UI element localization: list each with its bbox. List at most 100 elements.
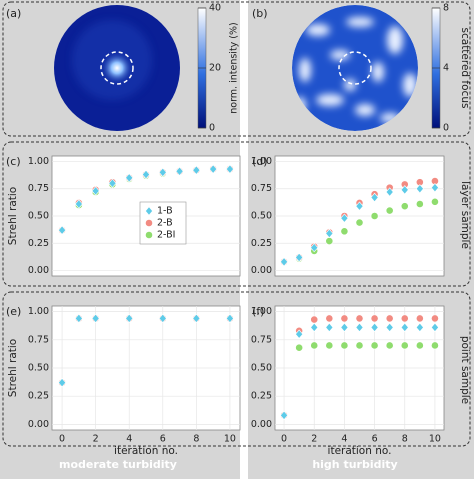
- data-point: [415, 341, 424, 350]
- y-tick-label: 0.50: [28, 363, 49, 374]
- data-point: [295, 252, 304, 263]
- row-frame: [2, 141, 471, 287]
- data-point: [125, 313, 134, 324]
- data-point: [370, 322, 379, 333]
- legend-marker: [145, 206, 153, 216]
- data-point: [340, 213, 349, 223]
- data-point: [325, 237, 334, 245]
- x-tick-label: 6: [160, 434, 166, 445]
- y-tick-label: 0.00: [251, 419, 272, 430]
- colorbar-tick-label: 8: [443, 3, 449, 14]
- x-tick-label: 10: [429, 434, 441, 445]
- data-point: [192, 313, 201, 324]
- y-tick-label: 0.75: [251, 334, 272, 345]
- data-point: [431, 314, 439, 323]
- data-point: [370, 212, 379, 220]
- y-tick-label: 0.50: [251, 363, 272, 374]
- y-tick-label: 1.00: [251, 306, 272, 317]
- data-point: [415, 322, 424, 333]
- data-point: [385, 314, 394, 323]
- y-tick-label: 0.75: [28, 334, 49, 345]
- data-point: [325, 228, 334, 239]
- data-point: [355, 341, 364, 350]
- y-tick-label: 0.00: [28, 419, 49, 430]
- y-tick-label: 0.00: [251, 265, 272, 276]
- panel-label: (c): [6, 155, 21, 168]
- colorbar-tick-label: 20: [209, 63, 221, 74]
- y-tick-label: 0.25: [28, 238, 49, 249]
- y-tick-label: 0.25: [28, 391, 49, 402]
- y-tick-label: 0.50: [251, 211, 272, 222]
- x-tick-label: 8: [402, 434, 408, 445]
- data-point: [400, 322, 409, 333]
- y-axis-label: Strehl ratio: [7, 187, 19, 245]
- colorbar-tick-label: 0: [209, 123, 215, 134]
- x-tick-label: 10: [224, 434, 236, 445]
- data-point: [355, 218, 364, 227]
- y-tick-label: 0.25: [251, 238, 272, 249]
- row-frame: [2, 291, 471, 447]
- y-tick-label: 1.00: [28, 306, 49, 317]
- data-point: [370, 314, 379, 323]
- data-point: [125, 173, 134, 183]
- panel-label: (a): [6, 7, 21, 20]
- data-point: [325, 341, 334, 350]
- y-tick-label: 1.00: [251, 156, 272, 167]
- x-tick-label: 4: [341, 434, 347, 445]
- data-point: [400, 314, 409, 323]
- data-point: [400, 185, 409, 195]
- x-tick-label: 4: [126, 434, 132, 445]
- data-point: [415, 314, 424, 323]
- row-label: point sample: [459, 336, 471, 404]
- data-point: [431, 197, 439, 206]
- data-point: [310, 322, 319, 333]
- legend-marker: [145, 231, 153, 239]
- data-point: [74, 199, 83, 209]
- row-label: layer sample: [459, 181, 471, 249]
- data-point: [280, 410, 289, 421]
- data-point: [430, 322, 439, 333]
- panel-label: (d): [252, 155, 268, 168]
- data-point: [340, 341, 349, 350]
- data-point: [91, 313, 100, 324]
- row-frame: [2, 1, 471, 137]
- data-point: [431, 341, 439, 350]
- data-point: [108, 178, 117, 188]
- data-point: [192, 165, 201, 175]
- data-point: [415, 184, 424, 194]
- data-point: [340, 322, 349, 333]
- data-point: [74, 313, 83, 324]
- data-point: [158, 313, 167, 324]
- data-point: [295, 329, 304, 339]
- data-point: [385, 341, 394, 350]
- data-point: [225, 164, 234, 174]
- y-tick-label: 0.75: [251, 183, 272, 194]
- x-tick-label: 0: [59, 434, 65, 445]
- x-tick-label: 6: [372, 434, 378, 445]
- data-point: [340, 227, 349, 236]
- data-point: [225, 313, 234, 324]
- data-point: [142, 169, 150, 180]
- colorbar-tick-label: 0: [443, 123, 449, 134]
- y-tick-label: 0.00: [28, 265, 49, 276]
- data-point: [415, 200, 424, 208]
- data-point: [355, 314, 364, 323]
- column-label: moderate turbidity: [59, 458, 177, 471]
- speckle-image: [292, 5, 418, 131]
- data-point: [325, 322, 334, 333]
- data-point: [158, 167, 167, 178]
- row-label: scattered focus: [459, 28, 471, 109]
- y-tick-label: 0.50: [28, 211, 49, 222]
- panel-label: (f): [252, 305, 264, 318]
- x-tick-label: 2: [311, 434, 317, 445]
- x-axis-label: iteration no.: [114, 445, 178, 457]
- data-point: [430, 182, 439, 193]
- x-tick-label: 8: [193, 434, 199, 445]
- focus-spot: [101, 52, 133, 84]
- colorbar-label: norm. intensity (%): [229, 22, 240, 114]
- data-point: [385, 206, 394, 215]
- y-axis-label: Strehl ratio: [7, 339, 19, 397]
- colorbar-tick-label: 4: [443, 63, 449, 74]
- x-tick-label: 2: [93, 434, 99, 445]
